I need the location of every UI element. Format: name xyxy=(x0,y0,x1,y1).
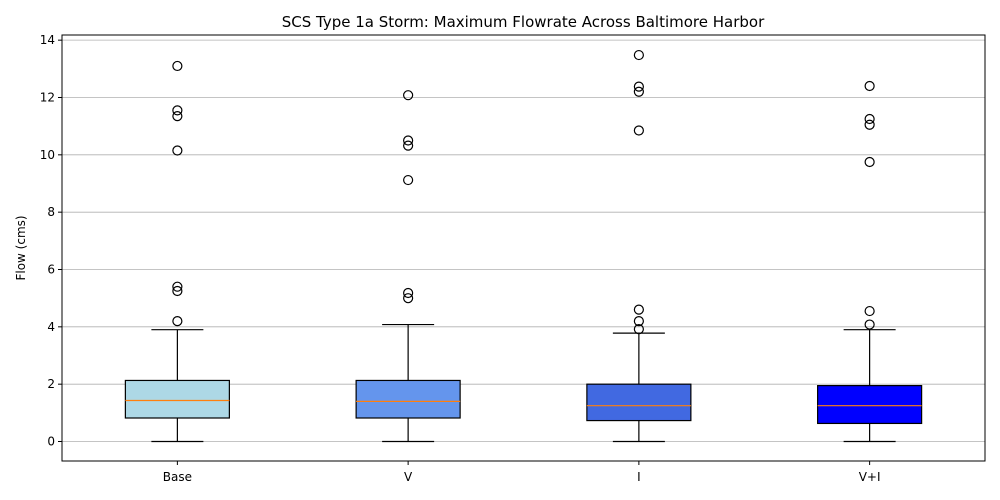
y-tick-label-4: 4 xyxy=(47,320,55,334)
outlier-point-base-5 xyxy=(172,105,183,116)
box-group-v-i xyxy=(817,80,923,443)
box-v xyxy=(355,379,461,419)
outlier-point-v-i-1 xyxy=(864,305,875,317)
box-group-v xyxy=(355,90,461,443)
outlier-point-v-i-0 xyxy=(864,319,875,330)
outlier-point-v-i-3 xyxy=(864,119,875,130)
outlier-point-base-0 xyxy=(172,316,183,327)
outlier-point-i-6 xyxy=(633,49,644,61)
outlier-point-base-1 xyxy=(172,285,183,297)
outlier-point-v-0 xyxy=(403,293,414,304)
outlier-point-v-2 xyxy=(403,174,414,186)
x-tick-label-v-i: V+I xyxy=(859,470,881,484)
y-tick-label-8: 8 xyxy=(47,205,55,219)
x-tick-label-v: V xyxy=(404,470,413,484)
outlier-point-v-i-2 xyxy=(864,156,875,168)
outlier-point-v-i-4 xyxy=(864,113,875,125)
box-group-base xyxy=(124,60,230,443)
plot-area-frame xyxy=(61,34,986,462)
y-tick-label-12: 12 xyxy=(40,90,55,104)
x-axis: Base V I V+I xyxy=(163,461,881,484)
outlier-point-v-1 xyxy=(403,287,414,299)
outlier-point-i-3 xyxy=(633,125,644,136)
box-base xyxy=(124,379,230,419)
outlier-point-base-6 xyxy=(172,60,183,72)
x-tick-label-base: Base xyxy=(163,470,192,484)
boxes xyxy=(124,49,923,443)
y-tick-label-14: 14 xyxy=(40,33,55,47)
box-i xyxy=(586,383,692,422)
y-axis: 0 2 4 6 8 10 12 14 xyxy=(40,33,62,449)
outlier-point-v-3 xyxy=(403,140,414,151)
y-axis-label: Flow (cms) xyxy=(14,215,28,280)
outlier-point-i-2 xyxy=(633,304,644,315)
outlier-point-i-0 xyxy=(633,324,644,335)
x-tick-label-i: I xyxy=(637,470,641,484)
outlier-point-i-4 xyxy=(633,86,644,97)
box-v-i xyxy=(817,385,923,425)
y-tick-label-2: 2 xyxy=(47,377,55,391)
outlier-point-base-3 xyxy=(172,145,183,156)
outlier-point-v-5 xyxy=(403,90,414,101)
outlier-point-i-1 xyxy=(633,316,644,327)
outlier-point-v-4 xyxy=(403,135,414,146)
y-tick-label-10: 10 xyxy=(40,148,55,162)
y-tick-label-6: 6 xyxy=(47,263,55,277)
chart-title: SCS Type 1a Storm: Maximum Flowrate Acro… xyxy=(282,13,765,31)
outlier-point-base-2 xyxy=(172,281,183,292)
outlier-point-base-4 xyxy=(172,111,183,122)
box-group-i xyxy=(586,49,692,443)
outlier-point-v-i-5 xyxy=(864,80,875,92)
outlier-point-i-5 xyxy=(633,81,644,92)
y-tick-label-0: 0 xyxy=(47,435,55,449)
